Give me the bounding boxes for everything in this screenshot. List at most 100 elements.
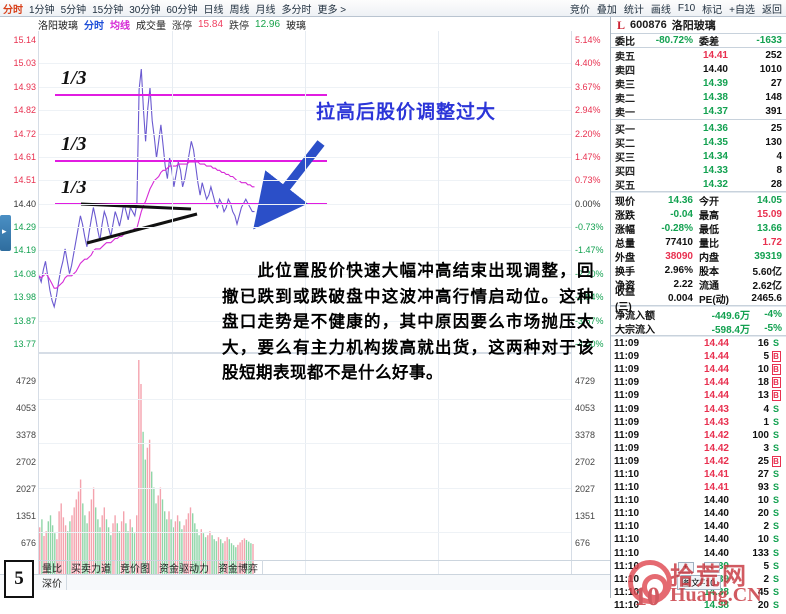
zoom-out-button[interactable]: - (703, 562, 720, 573)
bottom-tab-2[interactable]: 竞价图 (116, 560, 155, 575)
tool-button-4[interactable]: F10 (677, 2, 696, 14)
sector-label[interactable]: 玻璃 (286, 20, 307, 32)
subheader-indicator-volume[interactable]: 成交量 (136, 20, 166, 32)
tick-volume: 27 (757, 468, 769, 480)
volume-bar (155, 503, 157, 575)
volume-axis-left: 4729 4053 3378 2702 2027 1351 676 (0, 353, 38, 578)
tick-side-flag: S (772, 468, 779, 479)
ask-row[interactable]: 卖三 14.39 27 (611, 76, 786, 91)
volume-bar (196, 529, 198, 575)
quote-stats-list: 现价 14.36 今开 14.05 涨跌 -0.04 最高 15.09 涨幅 -0.28% 最低 13… (611, 193, 786, 314)
tick-row[interactable]: 11:10 14.38 20 S (611, 599, 786, 612)
flow-value: -449.6万 (711, 310, 750, 322)
tick-row[interactable]: 11:10 14.40 10 S (611, 533, 786, 546)
ask-row[interactable]: 卖四 14.40 1010 (611, 62, 786, 77)
tick-row[interactable]: 11:09 14.44 13 B (611, 389, 786, 402)
volume-bar (217, 537, 220, 575)
volume-bar (226, 537, 228, 575)
top-toolbar: 分时 1分钟 5分钟 15分钟 30分钟 60分钟 日线 周线 月线 多分时 更多 > 竞价 叠加 统计… (0, 0, 786, 17)
chart-scroll-handle[interactable] (0, 215, 11, 251)
volume-plot[interactable] (38, 353, 572, 578)
tool-button-5[interactable]: 标记 (702, 4, 723, 16)
period-tab-0[interactable]: 分时 (3, 4, 23, 16)
period-tab-6[interactable]: 日线 (203, 4, 224, 16)
tick-row[interactable]: 11:10 14.41 93 S (611, 481, 786, 494)
bottom-tab-4[interactable]: 资金博弈 (214, 560, 263, 575)
tick-time: 11:09 (614, 442, 640, 454)
tick-price: 14.44 (703, 364, 729, 376)
tick-side-flag: S (772, 429, 779, 440)
tick-row[interactable]: 11:09 14.44 5 B (611, 350, 786, 363)
bottom-indicator-tabs: 量比 买卖力道 竞价图 资金驱动力 资金博弈 (38, 560, 610, 575)
volume-bar (73, 507, 75, 575)
period-tab-4[interactable]: 30分钟 (129, 4, 161, 16)
bid-row[interactable]: 买三 14.34 4 (611, 149, 786, 164)
stat-label-left: 外盘 (615, 252, 635, 264)
tool-button-3[interactable]: 画线 (650, 4, 671, 16)
tick-volume: 10 (757, 534, 769, 546)
tool-button-7[interactable]: 返回 (762, 4, 782, 16)
tick-row[interactable]: 11:10 14.40 2 S (611, 520, 786, 533)
tick-row[interactable]: 11:10 14.40 10 S (611, 494, 786, 507)
volume-bar (183, 525, 185, 575)
volume-bar (110, 535, 112, 575)
tick-row[interactable]: 11:09 14.42 25 B (611, 455, 786, 468)
tick-price: 14.42 (703, 429, 729, 441)
period-tab-3[interactable]: 15分钟 (92, 4, 124, 16)
tick-row[interactable]: 11:10 14.40 133 S (611, 547, 786, 560)
tick-price: 14.40 (703, 495, 729, 507)
bid-row[interactable]: 买五 14.32 28 (611, 177, 786, 192)
subheader-indicator-fenshi[interactable]: 分时 (84, 20, 104, 32)
commission-ratio-row: 委比 -80.72% 委差 -1633 (611, 34, 786, 48)
percent-tick-8: -0.73% (575, 222, 604, 233)
quote-code: 600876 (630, 19, 667, 31)
tick-row[interactable]: 11:09 14.42 3 S (611, 442, 786, 455)
f10-report-button[interactable]: 图文F10 (676, 575, 721, 590)
ask-row[interactable]: 卖一 14.37 391 (611, 104, 786, 119)
tick-volume: 93 (757, 482, 769, 494)
tick-row[interactable]: 11:09 14.42 100 S (611, 429, 786, 442)
ask-row[interactable]: 卖五 14.41 252 (611, 48, 786, 63)
stat-label-right: 股本 (699, 266, 719, 278)
period-tab-10[interactable]: 更多 > (317, 4, 347, 16)
tick-row[interactable]: 11:09 14.43 1 S (611, 416, 786, 429)
tick-row[interactable]: 11:10 14.38 45 S (611, 586, 786, 599)
bid-row[interactable]: 买四 14.33 8 (611, 163, 786, 178)
period-tab-1[interactable]: 1分钟 (29, 4, 55, 16)
period-tab-8[interactable]: 月线 (255, 4, 276, 16)
period-tab-5[interactable]: 60分钟 (166, 4, 198, 16)
tick-time: 11:09 (614, 377, 640, 389)
bottom-tab2-0[interactable]: 深价 (38, 575, 67, 590)
period-tab-2[interactable]: 5分钟 (60, 4, 87, 16)
period-tab-9[interactable]: 多分时 (281, 4, 312, 16)
zoom-in-button[interactable]: + (677, 562, 694, 573)
flow-value: -598.4万 (711, 324, 750, 336)
subheader-indicator-ma[interactable]: 均线 (110, 20, 130, 32)
vol-grid-vline-1 (305, 354, 306, 577)
tool-button-1[interactable]: 叠加 (596, 4, 617, 16)
volume-bar (86, 523, 88, 575)
bid-row[interactable]: 买二 14.35 130 (611, 135, 786, 150)
ask-row[interactable]: 卖二 14.38 148 (611, 90, 786, 105)
bottom-tab-1[interactable]: 买卖力道 (67, 560, 116, 575)
price-tick-13: 13.77 (13, 339, 36, 349)
bid-row[interactable]: 买一 14.36 25 (611, 121, 786, 136)
tick-row[interactable]: 11:09 14.44 18 B (611, 376, 786, 389)
tool-button-2[interactable]: 统计 (623, 4, 644, 16)
tool-button-6[interactable]: +自选 (729, 4, 755, 16)
tick-row[interactable]: 11:09 14.44 10 B (611, 363, 786, 376)
tick-row[interactable]: 11:10 14.41 27 S (611, 468, 786, 481)
tick-row[interactable]: 11:09 14.44 16 S (611, 337, 786, 350)
price-plot[interactable]: 1/3 1/3 1/3 (38, 31, 572, 353)
volume-bar (133, 533, 136, 575)
tick-price: 14.40 (703, 508, 729, 520)
tool-button-0[interactable]: 竞价 (569, 4, 590, 16)
tick-row[interactable]: 11:10 14.40 20 S (611, 507, 786, 520)
tick-row[interactable]: 11:09 14.43 4 S (611, 402, 786, 415)
bottom-tab-3[interactable]: 资金驱动力 (155, 560, 214, 575)
volume-bar (228, 539, 230, 575)
bottom-tab-0[interactable]: 量比 (38, 560, 67, 575)
price-tick-7: 14.40 (13, 198, 36, 209)
volume-bar (43, 536, 45, 575)
period-tab-7[interactable]: 周线 (229, 4, 250, 16)
